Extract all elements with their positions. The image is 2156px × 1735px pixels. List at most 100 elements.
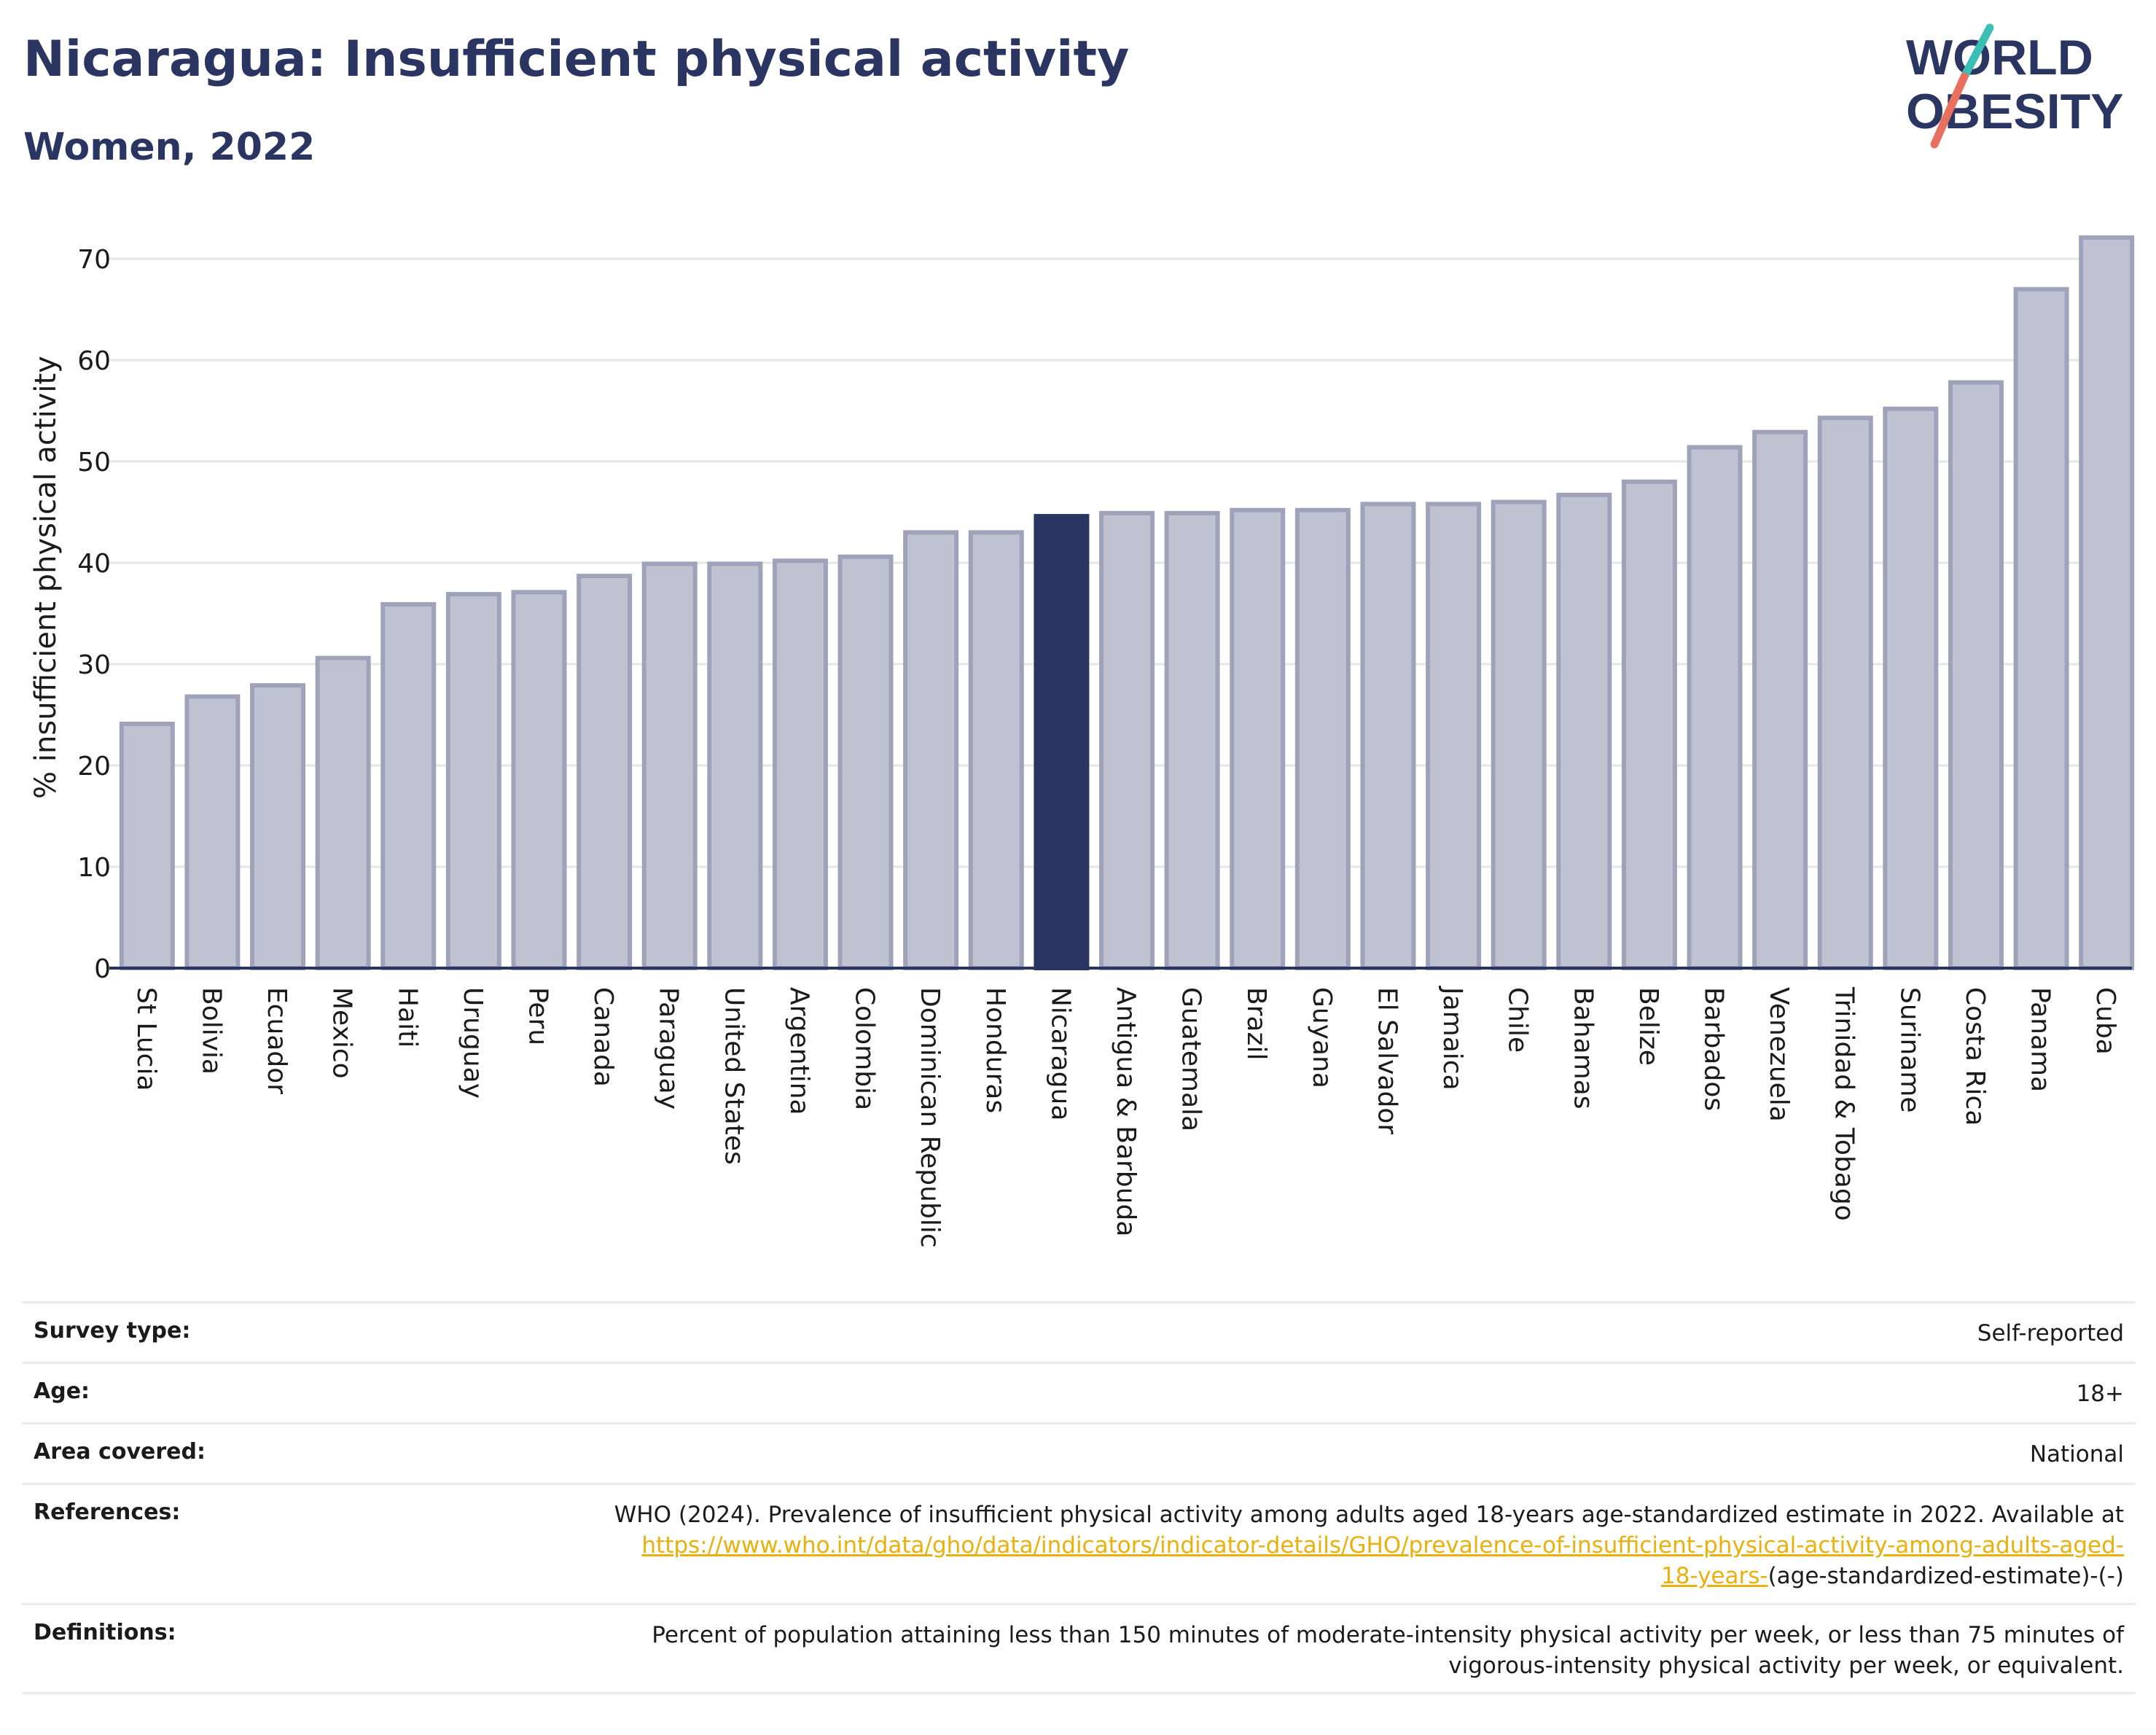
bar-suriname[interactable] [1883,406,1939,970]
bar-bolivia[interactable] [184,694,241,970]
x-tick-label: Ecuador [262,987,292,1094]
x-tick-label: Canada [588,987,618,1087]
bar-canada[interactable] [577,574,633,970]
x-tick-label: Guatemala [1176,987,1206,1131]
x-tick-label: Bahamas [1568,987,1598,1110]
area-label: Area covered: [34,1439,206,1465]
age-label: Age: [34,1379,90,1404]
definitions-line-1: Percent of population attaining less tha… [652,1622,2124,1648]
x-tick-label: Honduras [980,987,1010,1113]
bar-bahamas[interactable] [1556,492,1612,970]
bar-costa-rica[interactable] [1948,380,2004,970]
references-label: References: [34,1500,181,1525]
bar-haiti[interactable] [380,601,437,970]
definitions-label: Definitions: [34,1620,176,1645]
bar-ecuador[interactable] [250,683,306,970]
bar-mexico[interactable] [315,655,371,970]
logo-text-world: WORLD [1906,30,2093,85]
x-tick-label: Nicaragua [1045,987,1075,1120]
info-row-age: Age: 18+ [22,1362,2136,1422]
x-tick-label: Argentina [784,987,814,1115]
definitions-value: Percent of population attaining less tha… [652,1620,2124,1681]
bar-panama[interactable] [2013,286,2069,970]
x-tick-label: Colombia [850,987,880,1110]
bar-colombia[interactable] [837,554,894,970]
bar-venezuela[interactable] [1752,429,1808,970]
bar-brazil[interactable] [1230,507,1286,970]
bar-barbados[interactable] [1687,445,1743,970]
bar-cuba[interactable] [2079,235,2135,970]
info-row-survey-type: Survey type: Self-reported [22,1301,2136,1362]
y-tick-label: 50 [77,448,111,477]
x-tick-label: United States [719,987,749,1165]
bar-nicaragua[interactable] [1034,514,1090,970]
bar-st-lucia[interactable] [119,722,175,970]
survey-type-label: Survey type: [34,1318,191,1344]
y-tick-labels: 0 10 20 30 40 50 60 70 [77,245,111,984]
y-tick-label: 40 [77,549,111,579]
bar-argentina[interactable] [772,558,828,970]
info-row-area: Area covered: National [22,1422,2136,1483]
x-tick-label: Haiti [392,987,422,1048]
bar-paraguay[interactable] [641,561,698,970]
x-tick-label: Cuba [2090,987,2120,1055]
x-tick-labels: St Lucia Bolivia Ecuador Mexico Haiti Uruguay… [131,986,2120,1248]
bar-guatemala[interactable] [1164,510,1220,970]
y-tick-label: 20 [77,752,111,781]
x-tick-label: Peru [523,987,552,1045]
area-value: National [2029,1441,2124,1467]
references-link-tail: (age-standardized-estimate)-(-) [1768,1563,2124,1589]
bar-belize[interactable] [1621,479,1677,970]
x-tick-label: El Salvador [1372,987,1402,1134]
references-value: WHO (2024). Prevalence of insufficient p… [614,1500,2124,1591]
bars [119,235,2135,970]
x-tick-label: Panama [2026,987,2055,1092]
y-axis-label: % insufficient physical activity [29,356,63,799]
bar-trinidad-tobago[interactable] [1817,416,1873,970]
x-tick-label: Antigua & Barbuda [1111,987,1141,1236]
bar-united-states[interactable] [707,561,763,970]
y-tick-label: 0 [94,954,111,984]
bar-jamaica[interactable] [1426,502,1482,970]
survey-type-value: Self-reported [1977,1320,2124,1346]
x-tick-label: Trinidad & Tobago [1829,986,1859,1221]
x-tick-label: Uruguay [458,987,488,1099]
age-value: 18+ [2076,1381,2124,1407]
references-link[interactable]: https://www.who.int/data/gho/data/indica… [641,1532,2124,1559]
bar-chart: 0 10 20 30 40 50 60 70 St Lucia Bolivia Ecuador Me… [29,235,2135,1248]
info-row-references: References: WHO (2024). Prevalence of in… [22,1483,2136,1603]
x-tick-label: Belize [1633,987,1663,1066]
y-tick-label: 30 [77,650,111,680]
y-tick-label: 60 [77,346,111,376]
x-tick-label: Chile [1503,987,1533,1053]
x-tick-label: Paraguay [654,987,684,1110]
world-obesity-logo: WORLD OBESITY [1906,23,2124,149]
x-tick-label: Costa Rica [1960,987,1990,1126]
x-tick-label: Brazil [1241,987,1271,1060]
logo-slash-top [1960,23,1994,81]
x-tick-label: St Lucia [131,987,161,1091]
x-tick-label: Guyana [1307,987,1337,1088]
definitions-line-2: vigorous-intensity physical activity per… [1448,1653,2124,1679]
bar-chile[interactable] [1491,499,1547,970]
chart-title: Nicaragua: Insufficient physical activit… [23,31,1130,88]
bar-honduras[interactable] [968,530,1024,970]
bar-antigua-barbuda[interactable] [1099,510,1155,970]
x-tick-label: Mexico [327,987,357,1079]
info-table: Survey type: Self-reported Age: 18+ Area… [22,1301,2136,1694]
logo-slash-bottom [1930,72,1969,149]
x-tick-label: Jamaica [1437,986,1467,1091]
bar-uruguay[interactable] [445,592,501,970]
bar-el-salvador[interactable] [1360,502,1416,970]
bar-guyana[interactable] [1294,507,1351,970]
x-tick-label: Venezuela [1764,987,1794,1122]
x-tick-label: Barbados [1699,987,1729,1111]
x-tick-label: Dominican Republic [915,987,945,1248]
references-link-cont[interactable]: 18-years- [1660,1563,1768,1589]
chart-subtitle: Women, 2022 [23,125,316,169]
bar-peru[interactable] [511,590,567,970]
y-tick-label: 10 [77,853,111,883]
references-text: WHO (2024). Prevalence of insufficient p… [614,1502,2124,1528]
info-row-definitions: Definitions: Percent of population attai… [22,1603,2136,1694]
bar-dominican-republic[interactable] [903,530,959,970]
